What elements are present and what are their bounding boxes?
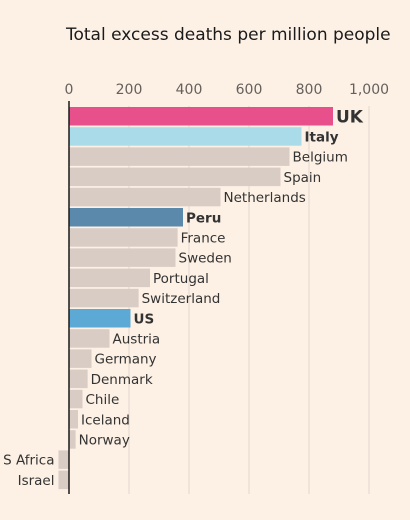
label-israel: Israel bbox=[18, 473, 55, 489]
x-axis-ticks: 0 200 400 600 800 1,000 bbox=[65, 82, 390, 98]
bar-france bbox=[69, 228, 178, 247]
x-tick-1000: 1,000 bbox=[349, 82, 389, 98]
label-netherlands: Netherlands bbox=[224, 190, 306, 206]
x-tick-800: 800 bbox=[296, 82, 323, 98]
label-spain: Spain bbox=[284, 170, 322, 186]
label-chile: Chile bbox=[86, 392, 120, 408]
x-tick-400: 400 bbox=[176, 82, 203, 98]
label-s-africa: S Africa bbox=[3, 453, 54, 469]
label-belgium: Belgium bbox=[293, 150, 348, 166]
label-sweden: Sweden bbox=[179, 251, 232, 267]
bar-peru bbox=[69, 208, 183, 227]
bars bbox=[58, 107, 333, 490]
bar-us bbox=[69, 309, 131, 328]
label-switzerland: Switzerland bbox=[142, 291, 221, 307]
bar-austria bbox=[69, 329, 110, 348]
bar-norway bbox=[69, 430, 76, 449]
bar-italy bbox=[69, 127, 302, 146]
bar-netherlands bbox=[69, 187, 221, 207]
label-germany: Germany bbox=[95, 352, 157, 368]
bar-portugal bbox=[69, 268, 150, 288]
label-italy: Italy bbox=[305, 129, 339, 145]
label-peru: Peru bbox=[186, 210, 221, 226]
bar-israel bbox=[58, 470, 69, 490]
label-us: US bbox=[134, 311, 155, 327]
label-denmark: Denmark bbox=[91, 372, 153, 388]
bar-sweden bbox=[69, 248, 176, 267]
x-tick-600: 600 bbox=[236, 82, 263, 98]
label-norway: Norway bbox=[79, 432, 130, 448]
label-iceland: Iceland bbox=[81, 412, 130, 428]
chart-title: Total excess deaths per million people bbox=[65, 25, 391, 45]
bar-s-africa bbox=[58, 450, 69, 469]
bar-switzerland bbox=[69, 288, 139, 308]
x-tick-200: 200 bbox=[116, 82, 143, 98]
label-uk: UK bbox=[336, 107, 364, 127]
bar-spain bbox=[69, 167, 281, 187]
bar-iceland bbox=[69, 410, 78, 429]
label-portugal: Portugal bbox=[153, 271, 209, 287]
bar-uk bbox=[69, 107, 333, 126]
bar-germany bbox=[69, 349, 92, 368]
label-austria: Austria bbox=[113, 331, 161, 347]
bar-chile bbox=[69, 389, 83, 409]
label-france: France bbox=[181, 230, 226, 246]
bar-belgium bbox=[69, 147, 290, 166]
x-tick-0: 0 bbox=[65, 82, 74, 98]
bar-denmark bbox=[69, 369, 88, 389]
